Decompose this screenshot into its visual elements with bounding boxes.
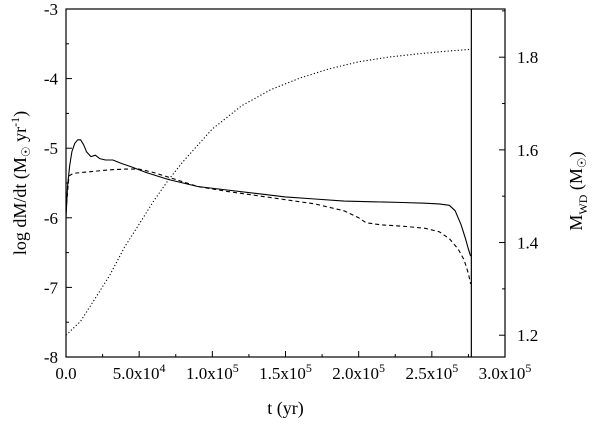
y-tick-label: -6: [44, 209, 58, 228]
x-tick-label: 1.0x105: [186, 361, 239, 383]
x-tick-label: 2.5x105: [405, 361, 458, 383]
tick-labels: 0.0 5.0x104 1.0x105 1.5x105 2.0x105 2.5x105 3.…: [44, 0, 539, 383]
y2-tick-label: 1.8: [517, 48, 538, 67]
series-dotted-line: [65, 48, 472, 336]
y-tick-label: -7: [44, 278, 59, 297]
y2-tick-label: 1.4: [517, 234, 539, 253]
y2-tick-label: 1.2: [517, 326, 538, 345]
x-tick-label: 3.0x105: [479, 361, 532, 383]
x-tick-label: 2.0x105: [332, 361, 385, 383]
y-tick-label: -4: [44, 70, 59, 89]
series-dashed-line: [65, 168, 472, 285]
y2-axis-label-mid: (M: [566, 168, 587, 195]
y-axis-label-mid: yr: [10, 127, 30, 147]
y-axis-label-sun: ☉: [19, 146, 33, 157]
x-tick-label: 1.5x105: [259, 361, 312, 383]
axis-ticks: [65, 8, 506, 358]
y-axis-label-main: log dM/dt (M: [10, 157, 31, 255]
y-tick-label: -3: [44, 0, 58, 19]
y-axis-label-end: ): [10, 111, 31, 117]
plot-frame: [65, 8, 506, 358]
y2-axis-label-sub: WD: [576, 194, 590, 214]
y2-axis-label: MWD (M☉): [566, 151, 590, 230]
x-tick-label: 5.0x104: [113, 361, 166, 383]
x-tick-label: 0.0: [55, 364, 76, 383]
x-axis-label: t (yr): [267, 398, 303, 419]
y2-axis-label-end: ): [566, 151, 587, 157]
y2-tick-label: 1.6: [517, 141, 538, 160]
y-tick-label: -5: [44, 139, 58, 158]
y-axis-label-sup: -1: [8, 117, 22, 127]
y-tick-label: -8: [44, 348, 58, 367]
y2-axis-label-sun: ☉: [575, 157, 589, 168]
y2-axis-label-main: M: [566, 215, 586, 231]
series-layer: [65, 48, 472, 336]
series-solid-line: [65, 139, 472, 257]
y-axis-label: log dM/dt (M☉ yr-1): [8, 111, 33, 255]
